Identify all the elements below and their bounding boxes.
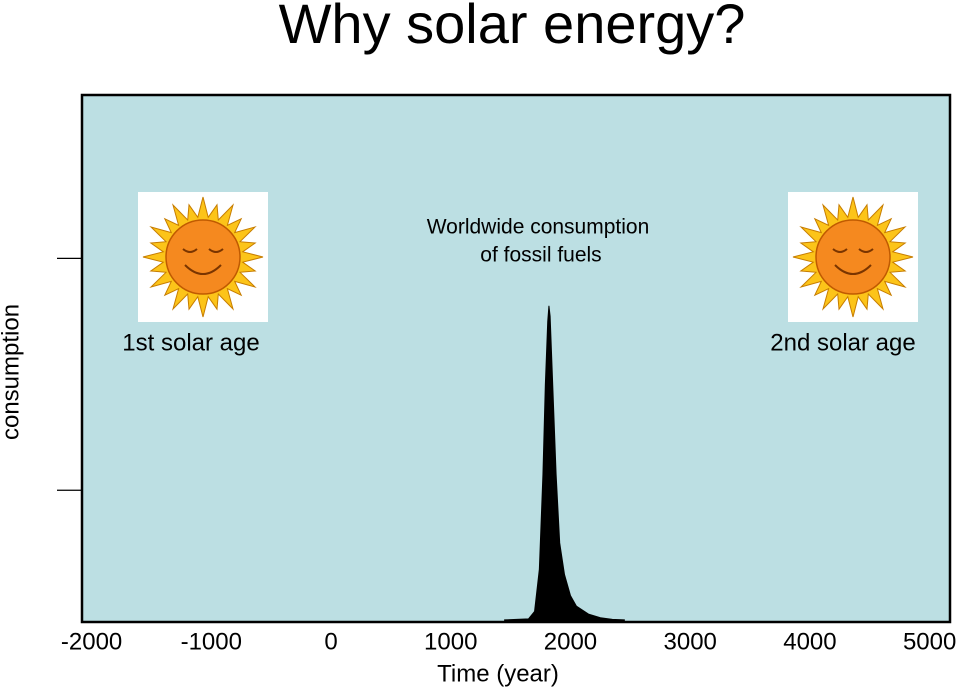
sun-face <box>815 219 891 295</box>
sun-icons <box>138 192 918 322</box>
chart-title: Why solar energy? <box>279 0 746 55</box>
plot-area <box>80 93 952 624</box>
annotation: of fossil fuels <box>480 244 601 267</box>
x-tick-label: 1000 <box>424 628 477 655</box>
right-label: 2nd solar age <box>770 329 915 356</box>
sun-smile <box>184 264 222 275</box>
sun-eye <box>208 248 224 253</box>
x-tick-label: 5000 <box>903 628 956 655</box>
sun-smile <box>834 264 872 275</box>
consumption-area <box>504 305 625 623</box>
x-tick-label: 3000 <box>664 628 717 655</box>
annotation: Worldwide consumption <box>427 216 650 239</box>
left-label: 1st solar age <box>122 329 259 356</box>
y-axis-title: consumption <box>0 304 24 440</box>
x-tick-label: 2000 <box>544 628 597 655</box>
x-tick-label: 4000 <box>783 628 836 655</box>
sun-face <box>165 219 241 295</box>
sun-eye <box>832 248 848 253</box>
x-axis-title: Time (year) <box>437 660 559 687</box>
sun-eye <box>858 248 874 253</box>
x-tick-label: -2000 <box>61 628 122 655</box>
x-tick-label: 0 <box>324 628 337 655</box>
x-tick-label: -1000 <box>181 628 242 655</box>
sun-eye <box>182 248 198 253</box>
